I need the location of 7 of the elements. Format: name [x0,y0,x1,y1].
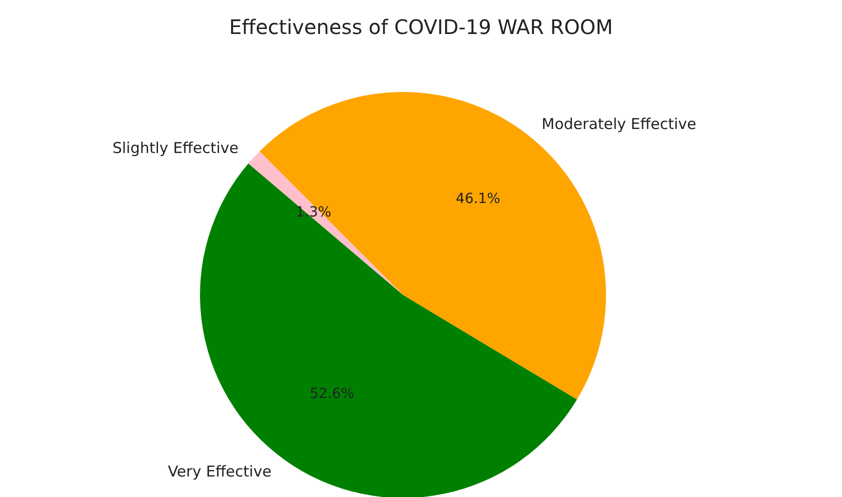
data-label: 1.3% [296,204,332,220]
chart-title: Effectiveness of COVID-19 WAR ROOM [229,15,613,39]
data-label: 46.1% [456,191,500,208]
slice-label: Moderately Effective [542,115,696,134]
slice-label: Very Effective [168,462,272,480]
slice-label: Slightly Effective [112,138,239,157]
data-label: 52.6% [310,386,354,402]
